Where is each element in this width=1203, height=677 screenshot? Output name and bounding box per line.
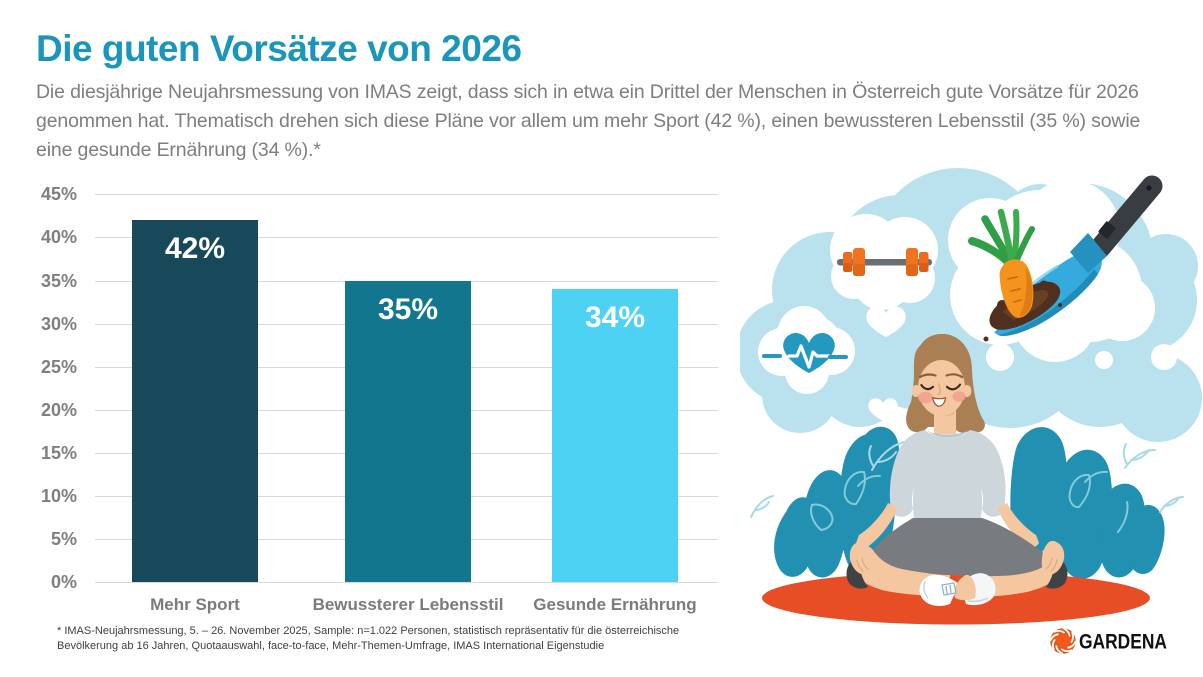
svg-text:GARDENA: GARDENA <box>1079 631 1167 654</box>
